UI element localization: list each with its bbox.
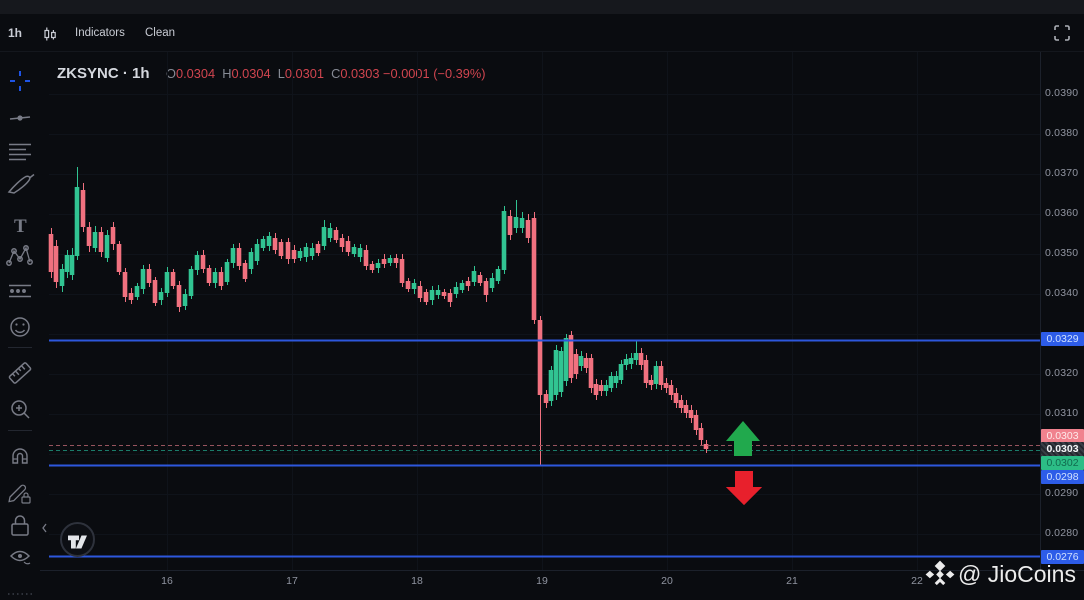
svg-text:T: T	[14, 216, 27, 237]
